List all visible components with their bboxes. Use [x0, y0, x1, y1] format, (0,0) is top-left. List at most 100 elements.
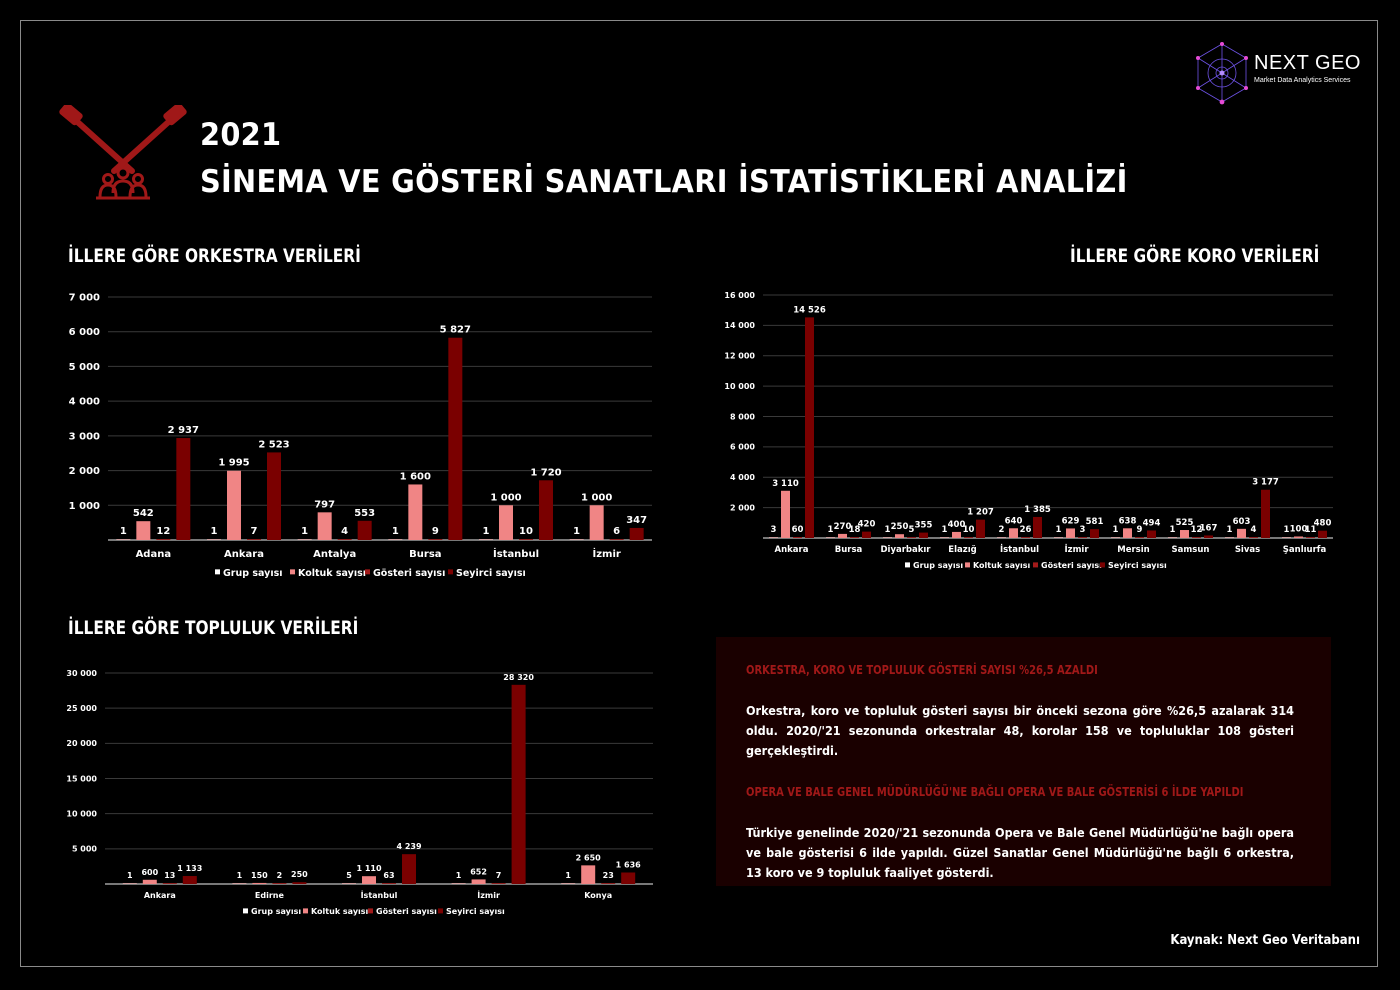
category-label: Diyarbakır [880, 545, 931, 555]
data-label: 10 [963, 525, 975, 535]
brand-tagline: Market Data Analytics Services [1254, 77, 1351, 84]
bar [1180, 530, 1189, 538]
y-tick-label: 16 000 [724, 291, 755, 300]
bar [781, 490, 790, 538]
data-label: 1 133 [177, 864, 202, 873]
bar [272, 883, 287, 884]
y-tick-label: 12 000 [724, 352, 755, 361]
y-tick-label: 6 000 [730, 443, 755, 452]
legend-label: Grup sayısı [251, 907, 301, 916]
bar [1147, 530, 1156, 538]
bar [252, 882, 267, 884]
data-label: 250 [291, 870, 308, 879]
bar [122, 883, 137, 884]
y-tick-label: 4 000 [69, 397, 100, 408]
bar [292, 882, 307, 884]
data-label: 18 [849, 525, 861, 535]
info-heading-1: ORKESTRA, KORO VE TOPLULUK GÖSTERİ SAYIS… [746, 663, 1098, 677]
data-label: 1 [1056, 525, 1062, 535]
data-label: 2 523 [258, 439, 289, 450]
category-label: Sivas [1235, 545, 1260, 555]
bar [317, 512, 332, 540]
bar [1306, 537, 1315, 538]
bar [176, 438, 191, 540]
y-tick-label: 3 000 [69, 431, 100, 442]
category-label: Adana [136, 549, 172, 560]
y-tick-label: 10 000 [66, 809, 97, 818]
legend-swatch [365, 569, 370, 575]
bar [1054, 537, 1063, 538]
category-label: Elazığ [948, 545, 976, 555]
bar [491, 883, 506, 884]
legend-label: Koltuk sayısı [298, 568, 366, 579]
y-tick-label: 5 000 [69, 362, 100, 373]
category-label: Ankara [144, 891, 176, 900]
data-label: 1 [456, 871, 462, 880]
data-label: 1 110 [356, 864, 381, 873]
category-label: Bursa [409, 549, 441, 560]
bar [357, 520, 372, 540]
data-label: 581 [1086, 517, 1104, 527]
legend-label: Seyirci sayısı [456, 568, 526, 579]
data-label: 1 636 [616, 860, 641, 869]
bar [1192, 537, 1201, 538]
data-label: 10 [519, 526, 533, 537]
data-label: 14 526 [793, 305, 826, 315]
data-label: 629 [1062, 516, 1080, 526]
bar [862, 531, 871, 538]
data-label: 4 239 [396, 842, 421, 851]
info-heading-2: OPERA VE BALE GENEL MÜDÜRLÜĞÜ'NE BAĞLI O… [746, 785, 1244, 799]
data-label: 542 [133, 508, 154, 519]
bar [629, 527, 644, 540]
category-label: İstanbul [493, 546, 539, 560]
bar [382, 883, 396, 884]
bar [337, 539, 352, 540]
y-tick-label: 10 000 [724, 382, 755, 391]
bar [1168, 537, 1177, 538]
legend-label: Gösteri sayısı [373, 568, 445, 579]
bar [182, 876, 197, 884]
bar [428, 539, 443, 540]
data-label: 1 995 [218, 458, 249, 469]
data-label: 640 [1005, 516, 1023, 526]
bar [448, 337, 463, 540]
bar [388, 539, 403, 540]
data-label: 1 [120, 526, 127, 537]
data-label: 11 [1305, 525, 1317, 535]
data-label: 26 [1020, 525, 1032, 535]
legend-swatch [243, 908, 248, 914]
data-label: 12 [156, 526, 170, 537]
bar [793, 537, 802, 538]
bar [136, 521, 151, 540]
data-label: 3 110 [772, 479, 799, 489]
category-label: Ankara [775, 545, 809, 555]
data-label: 400 [948, 520, 966, 530]
category-label: Mersin [1117, 545, 1149, 555]
bar [1237, 528, 1246, 538]
data-label: 1 [885, 525, 891, 535]
legend-label: Koltuk sayısı [973, 561, 1031, 570]
data-label: 420 [858, 520, 876, 530]
data-label: 603 [1233, 517, 1251, 527]
page-frame [20, 20, 1378, 967]
bar [1318, 530, 1327, 538]
data-label: 1 [573, 526, 580, 537]
data-label: 1 [211, 526, 218, 537]
data-label: 1 600 [400, 471, 431, 482]
data-label: 553 [354, 508, 375, 519]
legend-swatch [290, 569, 295, 575]
data-label: 1 [1284, 525, 1290, 535]
bar [539, 480, 553, 540]
data-label: 1 [301, 526, 308, 537]
bar [601, 883, 616, 884]
category-label: İzmir [593, 546, 621, 560]
bar [142, 879, 157, 884]
bar [342, 883, 356, 884]
y-tick-label: 5 000 [72, 845, 97, 854]
bar [232, 883, 247, 884]
bar [511, 684, 526, 884]
y-tick-label: 2 000 [730, 503, 755, 512]
category-label: Konya [584, 891, 612, 900]
bar [1225, 537, 1234, 538]
bar [519, 539, 533, 540]
